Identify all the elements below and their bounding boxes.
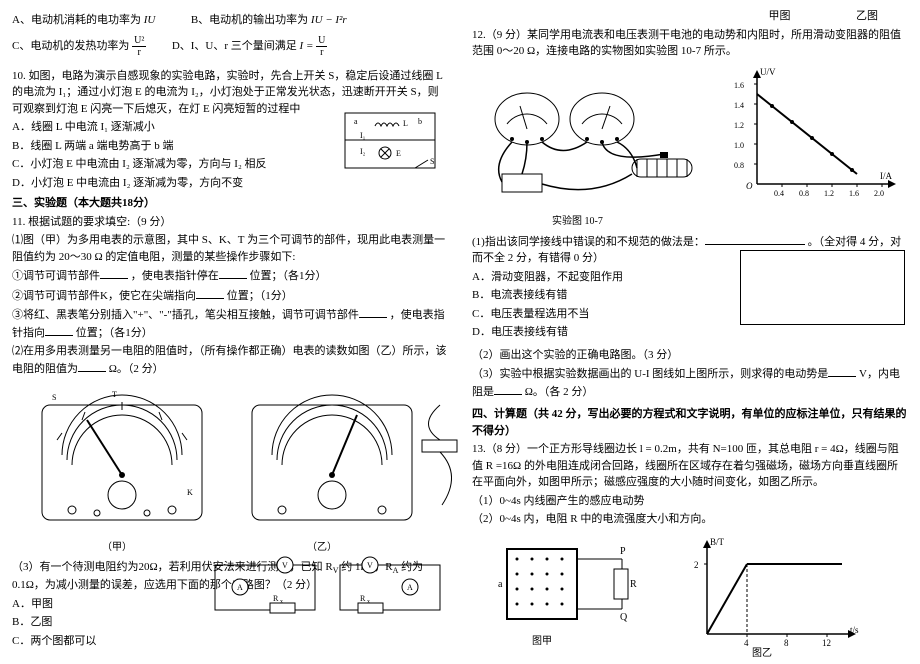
fig-caption: 实验图 10-7 [552, 214, 908, 229]
opt-d-frac: U r [316, 35, 327, 58]
svg-text:P: P [620, 546, 626, 557]
section-4-title: 四、计算题（共 42 分，写出必要的方程式和文字说明，有单位的应标注单位，只有结… [472, 406, 908, 439]
right-column: 甲图 乙图 12.（9 分）某同学用电流表和电压表测干电池的电动势和内阻时，所用… [460, 0, 920, 637]
svg-text:S: S [52, 393, 56, 402]
q11-2: ⑵在用多用表测量另一电阻的阻值时，（所有操作都正确）电表的读数如图（乙）所示，该… [12, 343, 448, 377]
multimeter-figures: T S K （甲） （乙） [12, 385, 442, 555]
q11-step1: ①调节可调节部件 ，使电表指针停在 位置；（各1分） [12, 267, 448, 285]
yitu: 乙图 [856, 10, 878, 22]
q12-2: （2）画出这个实验的正确电路图。（3 分） [472, 347, 908, 364]
ui-chart-ylabel: U/V [760, 66, 776, 80]
opt-a: A、电动机消耗的电功率为 [12, 14, 141, 26]
q11-head: 11. 根据试题的要求填空:（9 分） [12, 214, 448, 231]
two-circuits: A V Rx A V Rx [210, 555, 450, 625]
figB-xlabel: t/s [850, 624, 859, 638]
q11-1: ⑴图（甲）为多用电表的示意图，其中 S、K、T 为三个可调节的部件，现用此电表测… [12, 232, 448, 265]
opt-c-frac: U² r [132, 35, 146, 58]
svg-text:E: E [396, 149, 401, 158]
q13-2: （2）0~4s 内，电阻 R 中的电流强度大小和方向。 [472, 511, 908, 528]
ui-chart-origin: O [746, 180, 753, 194]
q11-3-c: C．两个图都可以 [12, 633, 448, 650]
svg-text:I₁: I₁ [360, 131, 366, 140]
q12-d: D．电压表接线有错 [472, 324, 908, 341]
q11-step3: ③将红、黑表笔分别插入"+"、"-"插孔，笔尖相互接触，调节可调节部件 ，使电表… [12, 306, 448, 341]
opt-b: B、电动机的输出功率为 [191, 14, 308, 26]
opt-d: D、I、U、r 三个量间满足 [172, 40, 297, 52]
svg-text:S: S [430, 157, 434, 166]
ui-chart: U/V I/A O 1.6 1.4 1.2 1.0 0.8 0.4 0.8 1.… [732, 64, 902, 204]
opt-c: C、电动机的发热功率为 [12, 40, 129, 52]
svg-text:R: R [273, 594, 279, 603]
figB-cap: 图乙 [752, 646, 772, 661]
left-column: A、电动机消耗的电功率为 IU B、电动机的输出功率为 IU − I²r C、电… [0, 0, 460, 637]
q13-stem: 13.（8 分）一个正方形导线圈边长 l = 0.2m，共有 N=100 匝，其… [472, 441, 908, 491]
opt-d-lhs: I = [300, 40, 314, 52]
svg-text:I₂: I₂ [360, 147, 366, 156]
q12-3: （3）实验中根据实验数据画出的 U-I 图线如上图所示，则求得的电动势是 V，内… [472, 365, 908, 400]
q11-step2: ②调节可调节部件K，使它在尖端指向 位置；（1分） [12, 287, 448, 305]
figB-ylabel: B/T [710, 536, 724, 550]
svg-text:A: A [407, 583, 413, 592]
q-options-row2: C、电动机的发热功率为 U² r D、I、U、r 三个量间满足 I = U r [12, 35, 448, 58]
svg-text:T: T [112, 390, 117, 399]
svg-text:V: V [282, 561, 288, 570]
svg-text:K: K [187, 488, 193, 497]
jiatu: 甲图 [769, 10, 791, 22]
ui-chart-xlabel: I/A [880, 170, 892, 184]
q12-stem: 12.（9 分）某同学用电流表和电压表测干电池的电动势和内阻时，所用滑动变阻器的… [472, 27, 908, 60]
opt-b-formula: IU − I²r [311, 14, 347, 26]
figA-cap: 图甲 [532, 634, 552, 649]
q-options-row1: A、电动机消耗的电功率为 IU B、电动机的输出功率为 IU − I²r [12, 12, 448, 29]
svg-text:Q: Q [620, 612, 628, 623]
svg-text:x: x [280, 599, 283, 605]
svg-text:R: R [360, 594, 366, 603]
svg-text:x: x [367, 599, 370, 605]
svg-text:b: b [418, 117, 422, 126]
section-3-title: 三、实验题（本大题共18分） [12, 195, 448, 212]
svg-text:a: a [498, 579, 503, 590]
svg-text:V: V [367, 561, 373, 570]
caption-row: 甲图 乙图 [472, 8, 908, 25]
meter-yi-label: （乙） [307, 540, 337, 555]
q12-figures: U/V I/A O 1.6 1.4 1.2 1.0 0.8 0.4 0.8 1.… [472, 64, 912, 214]
answer-box [740, 250, 905, 325]
q13-figures: R P Q a 图甲 B/T t/s 2 4 8 12 图乙 [472, 534, 912, 664]
q13-1: （1）0~4s 内线圈产生的感应电动势 [472, 493, 908, 510]
svg-text:A: A [237, 583, 243, 592]
meter-jia-label: （甲） [102, 540, 132, 555]
opt-a-formula: IU [144, 14, 156, 26]
svg-text:a: a [354, 117, 358, 126]
q10-circuit-figure: a b L I₁ E I₂ S [340, 108, 440, 178]
svg-text:R: R [630, 579, 637, 590]
svg-text:L: L [403, 119, 408, 128]
